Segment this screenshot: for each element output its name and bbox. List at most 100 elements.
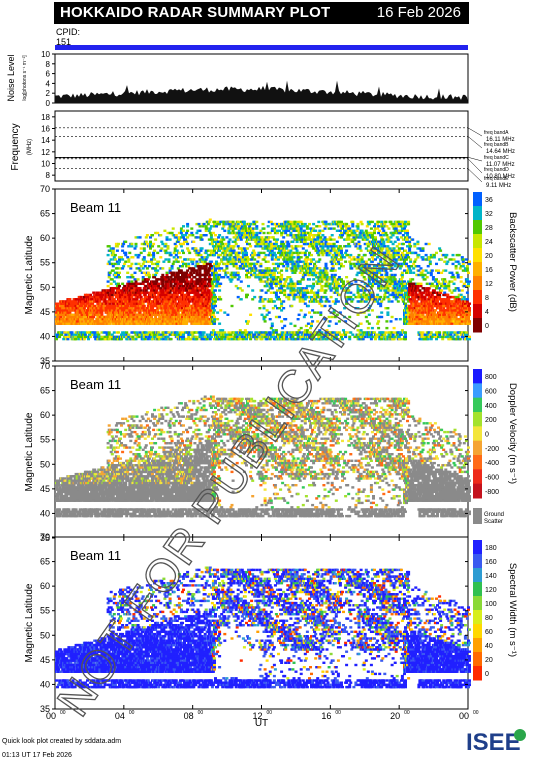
radar-cell <box>186 222 190 226</box>
radar-cell <box>257 253 261 257</box>
radar-cell <box>201 287 205 290</box>
radar-cell <box>210 273 214 277</box>
radar-cell <box>144 289 148 292</box>
radar-cell <box>236 227 240 230</box>
freq-tick-label: 10 <box>41 160 50 169</box>
radar-cell <box>213 253 216 257</box>
radar-cell <box>206 307 210 310</box>
radar-cell <box>228 278 232 281</box>
radar-cell <box>331 222 335 226</box>
radar-cell <box>187 265 191 268</box>
radar-cell <box>186 236 190 239</box>
radar-cell <box>251 251 255 255</box>
radar-cell <box>206 222 210 226</box>
radar-cell <box>145 234 149 237</box>
radar-cell <box>184 238 188 241</box>
radar-cell <box>277 295 280 299</box>
radar-cell <box>205 300 209 303</box>
radar-cell <box>100 309 104 312</box>
radar-cell <box>265 337 269 341</box>
radar-cell <box>221 227 225 230</box>
radar-cell <box>269 280 273 283</box>
radar-cell <box>172 271 176 274</box>
radar-cell <box>347 242 351 246</box>
radar-cell <box>289 231 293 235</box>
radar-cell <box>277 262 280 266</box>
radar-cell <box>65 322 69 325</box>
radar-cell <box>272 300 276 303</box>
radar-cell <box>202 234 206 237</box>
radar-cell <box>108 262 112 266</box>
radar-cell <box>168 267 172 270</box>
radar-cell <box>149 302 152 305</box>
radar-cell <box>190 282 194 285</box>
radar-cell <box>236 333 240 336</box>
radar-cell <box>136 293 140 297</box>
radar-cell <box>325 280 329 283</box>
radar-cell <box>286 240 290 243</box>
radar-cell <box>200 295 204 299</box>
radar-cell <box>296 222 300 226</box>
radar-cell <box>215 265 218 268</box>
radar-cell <box>289 333 293 336</box>
radar-cell <box>219 309 223 312</box>
radar-cell <box>291 260 295 263</box>
radar-cell <box>213 222 216 226</box>
radar-cell <box>119 293 122 297</box>
radar-cell <box>300 269 304 272</box>
radar-cell <box>159 234 163 237</box>
radar-cell <box>234 227 238 230</box>
radar-cell <box>149 295 152 299</box>
radar-cell <box>226 247 230 250</box>
radar-cell <box>233 256 237 259</box>
radar-cell <box>117 273 120 277</box>
radar-cell <box>245 251 248 255</box>
radar-cell <box>205 262 209 266</box>
radar-cell <box>280 304 284 308</box>
radar-cell <box>107 273 111 277</box>
radar-cell <box>111 291 115 294</box>
radar-cell <box>123 284 127 288</box>
radar-cell <box>153 258 157 261</box>
radar-cell <box>110 253 114 257</box>
radar-cell <box>159 295 163 299</box>
radar-cell <box>179 282 183 285</box>
radar-cell <box>126 295 130 299</box>
radar-cell <box>262 231 266 235</box>
radar-cell <box>213 293 216 297</box>
radar-cell <box>135 298 139 301</box>
radar-cell <box>158 278 162 281</box>
radar-cell <box>238 236 242 239</box>
radar-cell <box>232 245 236 248</box>
radar-cell <box>312 291 316 294</box>
radar-cell <box>185 240 189 243</box>
radar-cell <box>324 240 328 243</box>
radar-cell <box>341 227 344 230</box>
radar-cell <box>249 265 253 268</box>
radar-cell <box>356 227 360 230</box>
radar-cell <box>72 333 76 336</box>
radar-cell <box>122 265 126 268</box>
radar-cell <box>156 265 160 268</box>
radar-cell <box>230 245 234 248</box>
radar-cell <box>240 262 244 266</box>
radar-cell <box>89 295 93 299</box>
radar-cell <box>283 324 287 328</box>
radar-cell <box>184 300 188 303</box>
radar-cell <box>134 253 138 257</box>
radar-cell <box>205 227 209 230</box>
radar-cell <box>90 311 94 314</box>
radar-cell <box>303 302 307 305</box>
radar-cell <box>203 282 207 285</box>
radar-cell <box>104 302 108 305</box>
radar-cell <box>197 251 201 255</box>
radar-cell <box>131 309 135 312</box>
radar-cell <box>63 300 67 303</box>
radar-cell <box>348 227 352 230</box>
radar-cell <box>159 293 163 297</box>
radar-cell <box>164 289 168 292</box>
radar-cell <box>203 260 207 263</box>
radar-cell <box>201 225 205 228</box>
radar-cell <box>324 289 328 292</box>
